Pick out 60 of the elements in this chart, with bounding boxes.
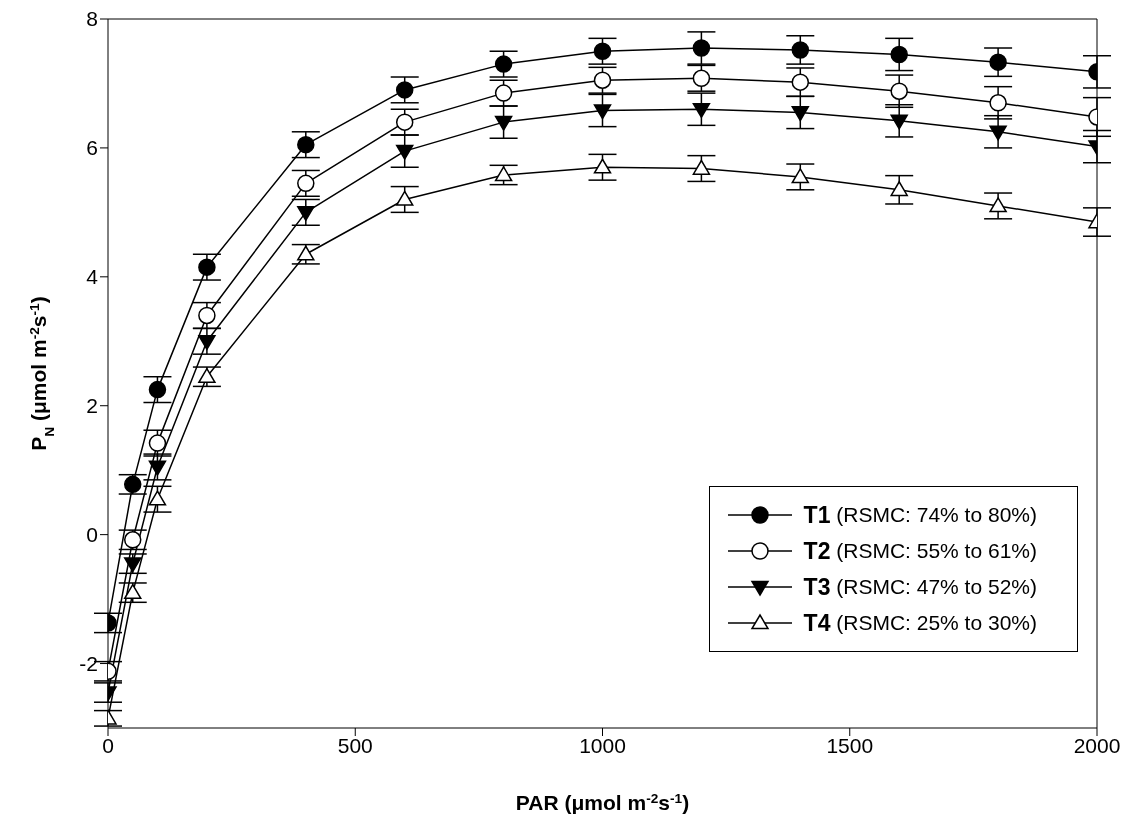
y-tick-label: 0 bbox=[86, 523, 98, 547]
legend-label: T4 (RSMC: 25% to 30%) bbox=[803, 609, 1037, 637]
point bbox=[148, 460, 167, 476]
point bbox=[692, 39, 711, 57]
point bbox=[494, 115, 513, 131]
point bbox=[494, 55, 513, 73]
point bbox=[890, 181, 908, 197]
point bbox=[123, 557, 142, 573]
point bbox=[395, 144, 414, 160]
point bbox=[989, 53, 1007, 71]
point bbox=[198, 258, 216, 276]
point bbox=[297, 135, 315, 154]
point bbox=[890, 82, 908, 100]
point bbox=[593, 42, 612, 60]
point bbox=[494, 166, 513, 182]
legend-label: T1 (RSMC: 74% to 80%) bbox=[803, 501, 1037, 529]
x-axis-title: PAR (μmol m$^{-2}$s$^{-1}$) bbox=[515, 790, 690, 814]
point bbox=[791, 41, 810, 59]
point bbox=[692, 102, 711, 118]
y-tick-label: 4 bbox=[86, 265, 99, 289]
point bbox=[395, 190, 414, 206]
y-tick-label: 2 bbox=[86, 394, 98, 418]
point bbox=[692, 69, 711, 88]
point bbox=[198, 367, 216, 384]
point bbox=[494, 84, 513, 102]
point bbox=[791, 168, 810, 184]
point bbox=[890, 114, 908, 130]
point bbox=[989, 94, 1007, 112]
legend-label: T3 (RSMC: 47% to 52%) bbox=[803, 573, 1037, 601]
point bbox=[148, 434, 167, 452]
point bbox=[123, 531, 142, 549]
x-tick-label: 1000 bbox=[579, 733, 626, 757]
point bbox=[692, 159, 711, 175]
point bbox=[148, 380, 167, 399]
point bbox=[593, 158, 612, 174]
x-tick-label: 500 bbox=[337, 733, 373, 757]
x-tick-label: 0 bbox=[102, 733, 114, 757]
x-tick-label: 1500 bbox=[826, 733, 874, 757]
y-tick-label: 8 bbox=[86, 7, 98, 31]
point bbox=[593, 71, 612, 89]
point bbox=[297, 206, 315, 222]
y-tick-label: -2 bbox=[79, 652, 98, 675]
point bbox=[198, 306, 216, 325]
x-tick-label: 2000 bbox=[1073, 733, 1121, 757]
point bbox=[791, 106, 810, 122]
point bbox=[297, 245, 315, 261]
point bbox=[890, 45, 908, 64]
point bbox=[123, 475, 142, 494]
point bbox=[395, 113, 414, 131]
point bbox=[198, 334, 216, 351]
point bbox=[791, 73, 810, 91]
point bbox=[395, 81, 414, 99]
point bbox=[593, 104, 612, 120]
point bbox=[123, 583, 142, 599]
y-tick-label: 6 bbox=[86, 136, 98, 160]
point bbox=[148, 490, 167, 506]
point bbox=[989, 125, 1007, 141]
point bbox=[989, 197, 1007, 213]
legend-label: T2 (RSMC: 55% to 61%) bbox=[803, 537, 1037, 565]
point bbox=[297, 174, 315, 193]
